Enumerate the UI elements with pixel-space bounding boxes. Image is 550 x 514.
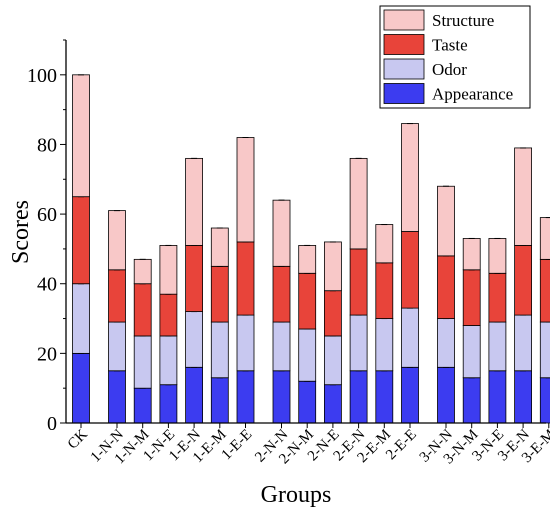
- bar-structure-1-N-N: [108, 210, 126, 271]
- bar-appearance-2-E-N: [349, 370, 368, 424]
- bar-structure-CK: [72, 74, 90, 198]
- legend-label-structure: Structure: [432, 11, 494, 30]
- x-tick-label-2-E-E: 2-E-E: [383, 427, 420, 464]
- bar-taste-2-N-E: [323, 290, 342, 337]
- bar-structure-2-N-M: [298, 245, 317, 274]
- legend-label-odor: Odor: [432, 60, 467, 79]
- legend-swatch-odor: [383, 58, 425, 80]
- bar-structure-3-N-E: [488, 238, 507, 274]
- bar-taste-1-N-N: [108, 269, 126, 323]
- bar-structure-2-E-N: [349, 157, 368, 250]
- bar-taste-2-E-E: [401, 231, 419, 309]
- x-axis-title: Groups: [261, 482, 332, 508]
- legend: Structure Taste Odor Appearance: [379, 5, 531, 109]
- bar-taste-2-E-N: [349, 248, 368, 316]
- bar-structure-1-E-E: [236, 137, 255, 243]
- y-tick-label: 60: [37, 204, 57, 226]
- bar-taste-1-E-N: [185, 245, 204, 312]
- bar-appearance-2-E-E: [401, 366, 419, 424]
- bar-taste-CK: [72, 196, 90, 285]
- bar-taste-2-N-N: [272, 265, 291, 323]
- bar-odor-3-N-N: [437, 318, 455, 368]
- bar-appearance-3-N-M: [462, 377, 481, 424]
- y-tick-label: 20: [37, 343, 57, 365]
- bar-appearance-3-N-N: [437, 366, 455, 424]
- bar-appearance-1-E-N: [185, 366, 204, 424]
- legend-swatch-structure: [383, 9, 425, 31]
- bar-taste-2-N-M: [298, 272, 317, 330]
- bar-odor-3-N-M: [462, 325, 481, 379]
- x-tick-label-CK: CK: [65, 426, 91, 452]
- bar-structure-1-E-M: [210, 227, 229, 267]
- bar-structure-3-N-M: [462, 238, 481, 271]
- bar-taste-1-E-M: [210, 265, 229, 323]
- bar-odor-2-N-E: [323, 335, 342, 386]
- bar-structure-3-E-N: [514, 147, 532, 246]
- y-tick-label: 80: [37, 134, 57, 156]
- bar-structure-1-E-N: [185, 157, 204, 246]
- bar-taste-3-E-M: [539, 258, 550, 323]
- bar-taste-3-E-N: [514, 245, 532, 316]
- bar-odor-1-E-M: [210, 321, 229, 379]
- bar-odor-1-N-M: [133, 335, 152, 389]
- bar-odor-2-N-N: [272, 321, 291, 372]
- bar-appearance-2-E-M: [375, 370, 394, 424]
- bar-appearance-3-E-M: [539, 377, 550, 424]
- bar-odor-1-E-N: [185, 311, 204, 368]
- bar-structure-3-N-N: [437, 185, 455, 257]
- bar-structure-2-N-E: [323, 241, 342, 292]
- bar-odor-2-E-M: [375, 318, 394, 372]
- bar-appearance-1-N-M: [133, 387, 152, 424]
- bar-odor-2-N-M: [298, 328, 317, 382]
- legend-label-taste: Taste: [432, 36, 468, 55]
- legend-swatch-appearance: [383, 83, 425, 104]
- bar-odor-1-N-N: [108, 321, 126, 372]
- bar-taste-3-N-M: [462, 269, 481, 326]
- y-tick-label: 0: [47, 413, 57, 435]
- bar-appearance-1-E-M: [210, 377, 229, 424]
- axes-layer: 020406080100CK1-N-N1-N-M1-N-E1-E-N1-E-M1…: [27, 39, 550, 467]
- y-tick-label: 100: [27, 65, 57, 87]
- bar-odor-3-E-M: [539, 321, 550, 379]
- bar-appearance-1-N-N: [108, 370, 126, 424]
- bar-appearance-CK: [72, 352, 90, 424]
- bar-appearance-2-N-M: [298, 380, 317, 424]
- bar-taste-3-N-E: [488, 272, 507, 323]
- bar-structure-3-E-M: [539, 217, 550, 260]
- bar-odor-3-N-E: [488, 321, 507, 372]
- bar-appearance-2-N-N: [272, 370, 291, 424]
- bar-taste-1-N-E: [159, 293, 178, 337]
- bar-taste-2-E-M: [375, 262, 394, 319]
- bar-odor-2-E-E: [401, 307, 419, 368]
- legend-swatch-taste: [383, 34, 425, 55]
- y-tick-label: 40: [37, 274, 57, 296]
- bar-odor-1-N-E: [159, 335, 178, 386]
- bar-structure-1-N-M: [133, 258, 152, 285]
- x-tick-label-1-E-E: 1-E-E: [219, 427, 256, 464]
- bar-odor-3-E-N: [514, 314, 532, 372]
- bar-appearance-3-N-E: [488, 370, 507, 424]
- y-axis-title: Scores: [8, 200, 34, 264]
- bar-taste-3-N-N: [437, 255, 455, 319]
- bar-structure-2-N-N: [272, 199, 291, 267]
- bar-appearance-2-N-E: [323, 384, 342, 424]
- bar-odor-CK: [72, 283, 90, 354]
- bar-appearance-3-E-N: [514, 370, 532, 424]
- bar-taste-1-N-M: [133, 283, 152, 337]
- bar-odor-1-E-E: [236, 314, 255, 372]
- bar-structure-1-N-E: [159, 245, 178, 295]
- bar-structure-2-E-E: [401, 123, 419, 232]
- bars-layer: [72, 74, 550, 424]
- bar-odor-2-E-N: [349, 314, 368, 372]
- bar-structure-2-E-M: [375, 224, 394, 264]
- bar-appearance-1-N-E: [159, 384, 178, 424]
- bar-appearance-1-E-E: [236, 370, 255, 424]
- legend-label-appearance: Appearance: [432, 85, 513, 104]
- bar-taste-1-E-E: [236, 241, 255, 316]
